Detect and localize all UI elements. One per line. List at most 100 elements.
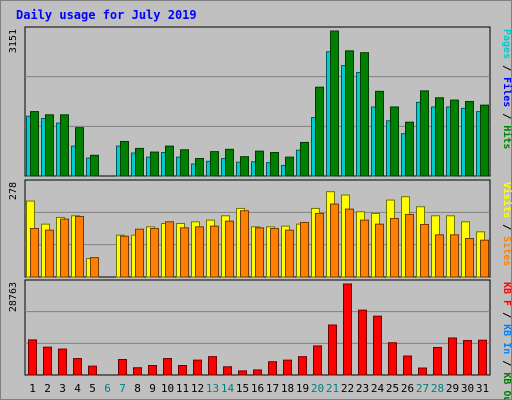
bar-hits-16 (255, 150, 264, 177)
legend-entry: / (501, 59, 512, 71)
bar-kb-f-24 (373, 315, 382, 376)
day-label-18: 18 (281, 382, 294, 395)
bar-kb-f-8 (133, 367, 142, 376)
day-label-6: 6 (104, 382, 111, 395)
day-label-21: 21 (326, 382, 339, 395)
bar-sites-18 (285, 229, 294, 278)
bar-sites-19 (300, 221, 309, 278)
bar-hits-22 (345, 50, 354, 177)
bar-kb-f-31 (478, 339, 487, 376)
day-label-17: 17 (266, 382, 279, 395)
bar-sites-3 (60, 218, 69, 278)
legend-bottom: KB F / KB In / KB Out (501, 282, 512, 400)
day-label-22: 22 (341, 382, 354, 395)
bar-kb-f-5 (88, 365, 97, 376)
bar-kb-f-27 (418, 367, 427, 376)
day-label-8: 8 (134, 382, 141, 395)
day-label-1: 1 (29, 382, 36, 395)
bar-hits-28 (435, 97, 444, 177)
bar-hits-31 (480, 104, 489, 177)
bar-sites-4 (75, 215, 84, 278)
bar-kb-f-13 (208, 356, 217, 376)
bar-sites-25 (390, 217, 399, 278)
day-label-31: 31 (476, 382, 489, 395)
day-label-28: 28 (431, 382, 444, 395)
bar-kb-f-9 (148, 365, 157, 376)
bar-sites-1 (30, 227, 39, 278)
day-label-24: 24 (371, 382, 385, 395)
bar-kb-f-29 (448, 337, 457, 376)
legend-entry: / (501, 354, 512, 366)
bar-hits-24 (375, 90, 384, 177)
day-label-9: 9 (149, 382, 156, 395)
bar-hits-27 (420, 90, 429, 177)
day-label-5: 5 (89, 382, 96, 395)
day-label-11: 11 (176, 382, 189, 395)
day-label-19: 19 (296, 382, 309, 395)
bar-kb-f-21 (328, 324, 337, 376)
bar-kb-f-19 (298, 356, 307, 376)
bar-kb-f-7 (118, 358, 127, 376)
y-max-label: 278 (8, 182, 19, 200)
day-label-23: 23 (356, 382, 369, 395)
bar-sites-27 (420, 223, 429, 278)
bar-sites-26 (405, 213, 414, 278)
bar-kb-f-15 (238, 370, 247, 376)
day-label-13: 13 (206, 382, 219, 395)
day-label-26: 26 (401, 382, 414, 395)
y-max-label: 3151 (8, 29, 19, 53)
day-label-29: 29 (446, 382, 459, 395)
bar-kb-f-17 (268, 361, 277, 376)
bar-kb-f-16 (253, 369, 262, 376)
day-label-27: 27 (416, 382, 429, 395)
bar-hits-8 (135, 147, 144, 177)
bar-hits-11 (180, 149, 189, 177)
bar-kb-f-30 (463, 340, 472, 376)
bar-hits-2 (45, 114, 54, 177)
legend-entry: Visits (501, 182, 512, 218)
bar-sites-11 (180, 227, 189, 278)
bar-kb-f-25 (388, 342, 397, 376)
bar-kb-f-28 (433, 346, 442, 376)
bar-sites-23 (360, 219, 369, 278)
bar-sites-17 (270, 227, 279, 278)
bar-hits-9 (150, 151, 159, 177)
bar-hits-29 (450, 99, 459, 177)
legend-entry: / (501, 218, 512, 230)
bar-sites-15 (240, 210, 249, 278)
bar-sites-12 (195, 226, 204, 278)
legend-top: Pages / Files / Hits (501, 29, 512, 149)
day-label-12: 12 (191, 382, 204, 395)
bar-kb-f-1 (28, 339, 37, 376)
legend-entry: / (501, 107, 512, 119)
legend-entry: KB Out (501, 366, 512, 400)
bar-kb-f-10 (163, 358, 172, 376)
bar-kb-f-14 (223, 366, 232, 376)
legend-entry: / (501, 306, 512, 318)
legend-entry: KB F (501, 282, 512, 306)
legend-entry: KB In (501, 318, 512, 354)
bar-kb-f-20 (313, 345, 322, 376)
bar-hits-13 (210, 151, 219, 177)
bar-hits-12 (195, 158, 204, 177)
bar-sites-29 (450, 234, 459, 278)
bar-kb-f-2 (43, 346, 52, 376)
bar-hits-21 (330, 30, 339, 177)
bar-sites-30 (465, 238, 474, 278)
day-label-10: 10 (161, 382, 174, 395)
legend-middle: Visits / Sites (501, 182, 512, 266)
bar-sites-24 (375, 223, 384, 278)
bar-kb-f-11 (178, 365, 187, 376)
legend-entry: Pages (501, 29, 512, 59)
y-max-label: 28763 (8, 282, 19, 312)
bar-hits-17 (270, 152, 279, 177)
bar-sites-13 (210, 225, 219, 278)
bar-hits-15 (240, 156, 249, 177)
bar-hits-5 (90, 154, 99, 177)
bar-hits-19 (300, 141, 309, 177)
bar-kb-f-12 (193, 359, 202, 376)
bar-hits-23 (360, 52, 369, 177)
bar-sites-9 (150, 227, 159, 278)
bar-hits-4 (75, 127, 84, 177)
